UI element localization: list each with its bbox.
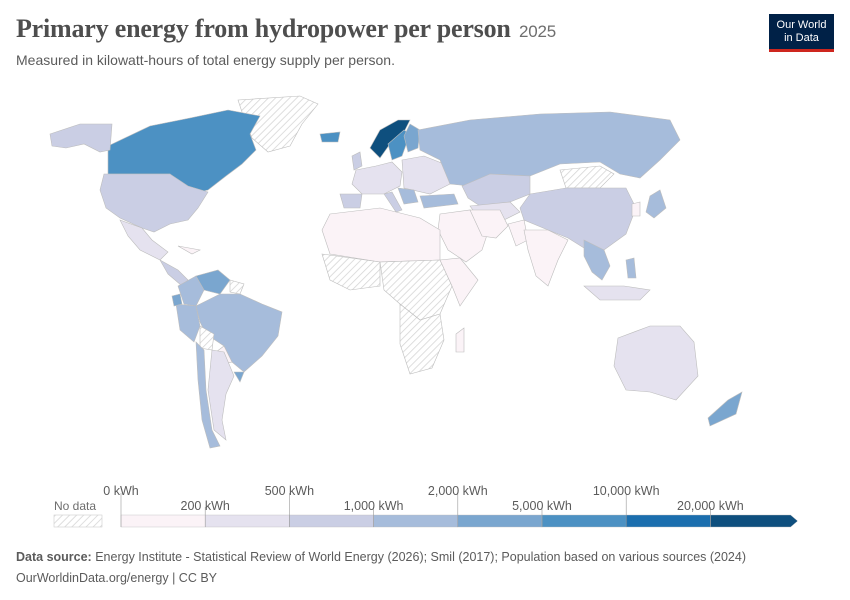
- country-chile[interactable]: [195, 341, 221, 449]
- map-legend: No data 0 kWh 200 kWh 500 kWh 1,000 kWh 2,000…: [53, 484, 798, 528]
- country-east-africa[interactable]: [439, 257, 479, 307]
- country-central-america[interactable]: [159, 259, 189, 287]
- legend-no-data-swatch: [53, 514, 103, 528]
- country-iceland[interactable]: [319, 131, 341, 143]
- country-indonesia[interactable]: [583, 285, 651, 301]
- legend-swatch-3: [373, 514, 459, 528]
- chart-year: 2025: [518, 22, 556, 41]
- legend-label-1: 200 kWh: [181, 499, 230, 513]
- chart-header: Primary energy from hydropower per perso…: [16, 14, 756, 68]
- country-argentina[interactable]: [207, 349, 235, 441]
- owid-logo[interactable]: Our World in Data: [769, 14, 834, 52]
- country-central-africa[interactable]: [379, 259, 453, 321]
- country-usa[interactable]: [99, 173, 209, 233]
- legend-label-6: 10,000 kWh: [593, 484, 660, 498]
- country-iran[interactable]: [469, 209, 509, 239]
- chart-subtitle: Measured in kilowatt-hours of total ener…: [16, 52, 395, 68]
- country-new-zealand[interactable]: [707, 391, 743, 427]
- country-norway[interactable]: [369, 119, 411, 159]
- country-western-europe[interactable]: [351, 161, 403, 195]
- chart-footer: Data source: Energy Institute - Statisti…: [16, 547, 746, 589]
- country-finland[interactable]: [403, 123, 421, 153]
- country-uruguay[interactable]: [233, 371, 245, 383]
- legend-swatch-4: [457, 514, 543, 528]
- logo-line-2: in Data: [784, 32, 819, 44]
- country-india[interactable]: [523, 229, 569, 287]
- legend-label-0: 0 kWh: [103, 484, 138, 498]
- legend-swatch-7: [710, 514, 798, 528]
- legend-swatch-1: [204, 514, 290, 528]
- data-source: Data source: Energy Institute - Statisti…: [16, 550, 746, 564]
- world-map: [49, 95, 743, 449]
- legend-label-3: 1,000 kWh: [344, 499, 404, 513]
- legend-swatch-6: [626, 514, 711, 528]
- country-korea[interactable]: [631, 201, 641, 217]
- logo-line-1: Our World: [776, 19, 827, 31]
- country-turkey[interactable]: [419, 193, 459, 209]
- country-mexico[interactable]: [119, 219, 169, 261]
- country-balkans[interactable]: [397, 187, 419, 205]
- country-west-africa[interactable]: [321, 253, 381, 291]
- country-madagascar[interactable]: [455, 327, 465, 353]
- country-guianas[interactable]: [229, 279, 245, 295]
- country-italy[interactable]: [383, 191, 403, 213]
- country-ecuador[interactable]: [171, 293, 183, 307]
- legend-label-7: 20,000 kWh: [677, 499, 744, 513]
- country-mongolia[interactable]: [559, 165, 615, 189]
- country-southern-africa[interactable]: [399, 303, 445, 375]
- country-russia[interactable]: [417, 111, 681, 187]
- legend-swatch-0: [120, 514, 206, 528]
- legend-swatch-2: [289, 514, 374, 528]
- legend-label-5: 5,000 kWh: [512, 499, 572, 513]
- legend-label-2: 500 kWh: [265, 484, 314, 498]
- legend-label-4: 2,000 kWh: [428, 484, 488, 498]
- country-peru[interactable]: [175, 303, 201, 343]
- country-alaska[interactable]: [49, 123, 113, 153]
- source-url[interactable]: OurWorldinData.org/energy | CC BY: [16, 571, 218, 585]
- chart-title: Primary energy from hydropower per perso…: [16, 14, 556, 43]
- country-kazakhstan[interactable]: [461, 173, 531, 207]
- country-iberia[interactable]: [339, 193, 363, 209]
- country-australia[interactable]: [613, 325, 699, 401]
- country-uk[interactable]: [351, 151, 363, 171]
- country-philippines[interactable]: [625, 257, 637, 279]
- legend-no-data-label: No data: [54, 499, 96, 513]
- country-japan[interactable]: [645, 189, 667, 219]
- country-north-africa[interactable]: [321, 207, 441, 263]
- legend-swatch-5: [541, 514, 627, 528]
- country-southeast-asia[interactable]: [583, 239, 611, 281]
- country-colombia[interactable]: [177, 275, 205, 307]
- country-cuba[interactable]: [177, 245, 201, 255]
